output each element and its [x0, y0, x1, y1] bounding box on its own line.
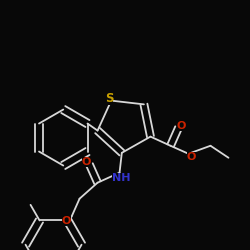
Text: O: O: [82, 157, 91, 167]
Text: O: O: [187, 152, 196, 162]
Text: NH: NH: [112, 173, 131, 183]
Text: S: S: [105, 92, 114, 105]
Text: O: O: [177, 121, 186, 131]
Text: O: O: [62, 216, 71, 226]
